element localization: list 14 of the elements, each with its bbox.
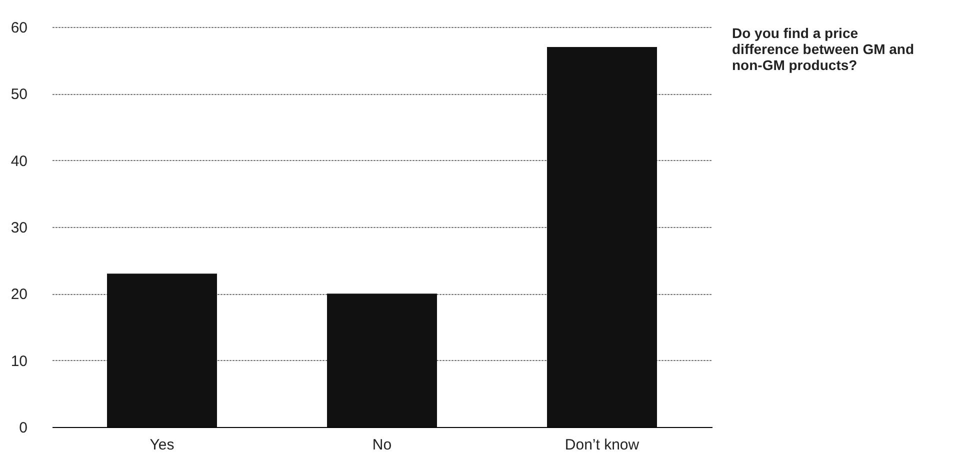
bar [327,294,437,427]
bar [547,47,657,427]
y-tick-label: 20 [10,286,28,304]
y-tick-label: 50 [10,86,28,104]
y-tick-label: 10 [10,352,28,370]
y-tick-label: 30 [10,220,28,236]
bar [107,274,217,427]
text: Do you find a price difference between GM and non-GM products? [732,25,914,73]
x-tick-label: Don’t know [564,436,640,454]
y-tick-label: 0 [19,420,28,436]
y-tick-label: 60 [10,20,28,36]
x-tick-label: No [372,436,392,454]
x-tick-label: Yes [150,436,174,454]
y-tick-label: 40 [10,152,28,170]
